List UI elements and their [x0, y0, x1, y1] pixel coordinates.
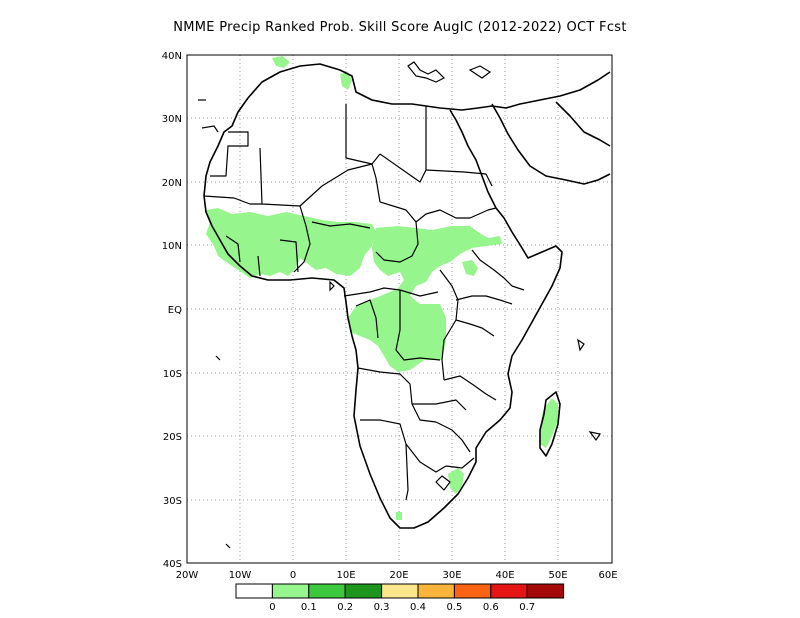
colorbar-label: 0.6 [483, 602, 499, 613]
colorbar-swatch [271, 583, 310, 599]
shading-sahel-east [462, 260, 478, 276]
lat-tick-20n: 20N [162, 178, 182, 189]
shading-west-africa [206, 208, 376, 278]
lon-tick-20w: 20W [176, 570, 199, 581]
lon-tick-10e: 10E [336, 570, 355, 581]
chart-title: NMME Precip Ranked Prob. Skill Score Aug… [173, 20, 627, 35]
shading-southern-africa [448, 468, 464, 494]
lon-tick-10w: 10W [229, 570, 252, 581]
lon-tick-labels: 20W 10W 0 10E 20E 30E 40E 50E 60E [176, 570, 618, 581]
shading-central-africa [348, 226, 502, 372]
lat-tick-10n: 10N [162, 241, 182, 252]
colorbar-swatch [381, 583, 419, 599]
lon-tick-20e: 20E [389, 570, 408, 581]
map-borders [203, 104, 525, 501]
colorbar-label: 0.2 [337, 602, 353, 613]
colorbar-label: 0 [269, 602, 275, 613]
colorbar-label: 0.1 [301, 602, 317, 613]
lat-tick-30s: 30S [163, 496, 182, 507]
lon-tick-0: 0 [290, 570, 296, 581]
colorbar-label: 0.3 [374, 602, 390, 613]
shading-maghreb [272, 56, 290, 68]
colorbar-swatch [344, 583, 383, 599]
colorbar-label: 0.7 [519, 602, 535, 613]
shading-north-africa [340, 72, 352, 90]
colorbar-swatch [308, 583, 346, 599]
colorbar-label: 0.5 [446, 602, 462, 613]
colorbar: 0 0.1 0.2 0.3 0.4 0.5 0.6 0.7 [235, 583, 565, 613]
colorbar-swatch [235, 583, 273, 599]
lat-tick-40n: 40N [162, 51, 182, 62]
lon-tick-60e: 60E [598, 570, 617, 581]
shading-madagascar [540, 398, 558, 448]
lat-tick-30n: 30N [162, 114, 182, 125]
shading-cape [396, 512, 402, 520]
lon-tick-40e: 40E [495, 570, 514, 581]
map-islands [198, 61, 601, 549]
lat-tick-10s: 10S [163, 369, 182, 380]
colorbar-swatch [490, 583, 528, 599]
lat-tick-labels: 40N 30N 20N 10N EQ 10S 20S 30S 40S [162, 51, 182, 570]
lon-tick-50e: 50E [548, 570, 567, 581]
colorbar-swatch [526, 583, 565, 599]
colorbar-swatch [417, 583, 455, 599]
lat-tick-eq: EQ [168, 305, 182, 316]
lat-tick-40s: 40S [163, 559, 182, 570]
colorbar-label: 0.4 [410, 602, 426, 613]
lon-tick-30e: 30E [442, 570, 461, 581]
lat-tick-20s: 20S [163, 432, 182, 443]
map-frame [186, 54, 613, 564]
colorbar-swatch [453, 583, 492, 599]
